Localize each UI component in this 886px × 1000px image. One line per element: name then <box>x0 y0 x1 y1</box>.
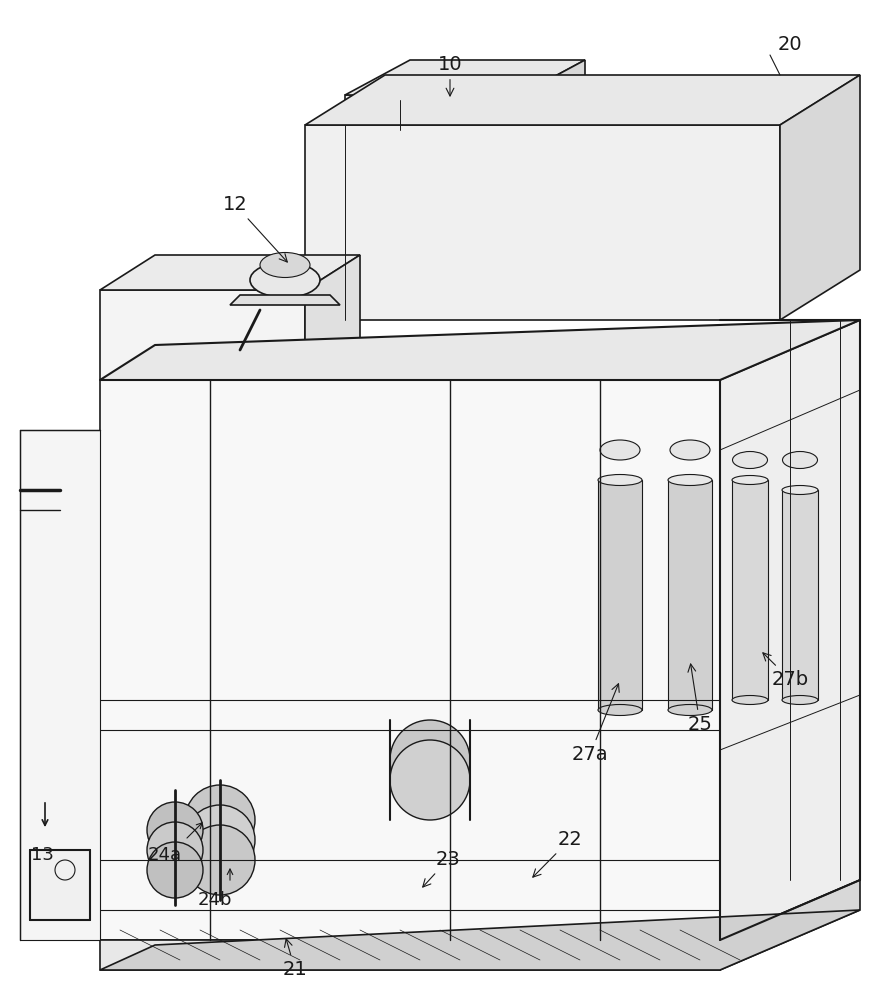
Text: 10: 10 <box>438 55 462 96</box>
Text: 24b: 24b <box>198 891 232 909</box>
Ellipse shape <box>260 252 310 277</box>
Circle shape <box>147 842 203 898</box>
Ellipse shape <box>732 476 768 485</box>
Text: 22: 22 <box>532 830 582 877</box>
Polygon shape <box>720 320 860 940</box>
Circle shape <box>390 720 470 800</box>
Polygon shape <box>230 295 340 305</box>
Polygon shape <box>668 480 712 710</box>
Polygon shape <box>20 430 100 940</box>
Circle shape <box>185 825 255 895</box>
Polygon shape <box>100 255 360 290</box>
Text: 23: 23 <box>423 850 461 887</box>
Ellipse shape <box>782 486 818 494</box>
Text: 12: 12 <box>222 195 287 262</box>
Polygon shape <box>720 880 860 970</box>
Circle shape <box>147 802 203 858</box>
Ellipse shape <box>598 475 642 486</box>
Polygon shape <box>305 255 360 380</box>
Ellipse shape <box>600 440 640 460</box>
Polygon shape <box>100 380 720 940</box>
Polygon shape <box>782 490 818 700</box>
Text: 27a: 27a <box>571 684 619 764</box>
Polygon shape <box>345 60 585 95</box>
Ellipse shape <box>733 452 767 468</box>
Ellipse shape <box>782 452 818 468</box>
Circle shape <box>147 822 203 878</box>
Polygon shape <box>100 320 860 380</box>
Circle shape <box>185 785 255 855</box>
Ellipse shape <box>668 704 712 716</box>
Ellipse shape <box>732 696 768 704</box>
Text: 24a: 24a <box>148 846 182 864</box>
Text: 21: 21 <box>283 939 307 979</box>
Polygon shape <box>30 850 90 920</box>
Polygon shape <box>732 480 768 700</box>
Ellipse shape <box>250 262 320 298</box>
Circle shape <box>390 740 470 820</box>
Text: 27b: 27b <box>763 653 809 689</box>
Polygon shape <box>345 95 520 145</box>
Ellipse shape <box>668 475 712 486</box>
Polygon shape <box>598 480 642 710</box>
Polygon shape <box>100 910 860 970</box>
Ellipse shape <box>598 704 642 716</box>
Polygon shape <box>100 940 720 970</box>
Ellipse shape <box>782 696 818 704</box>
Text: 20: 20 <box>778 35 803 54</box>
Text: 25: 25 <box>688 664 712 734</box>
Polygon shape <box>520 60 585 165</box>
Polygon shape <box>305 75 860 125</box>
Text: 13: 13 <box>30 846 53 864</box>
Polygon shape <box>100 290 305 380</box>
Ellipse shape <box>670 440 710 460</box>
Polygon shape <box>305 125 780 320</box>
Polygon shape <box>780 75 860 320</box>
Circle shape <box>185 805 255 875</box>
